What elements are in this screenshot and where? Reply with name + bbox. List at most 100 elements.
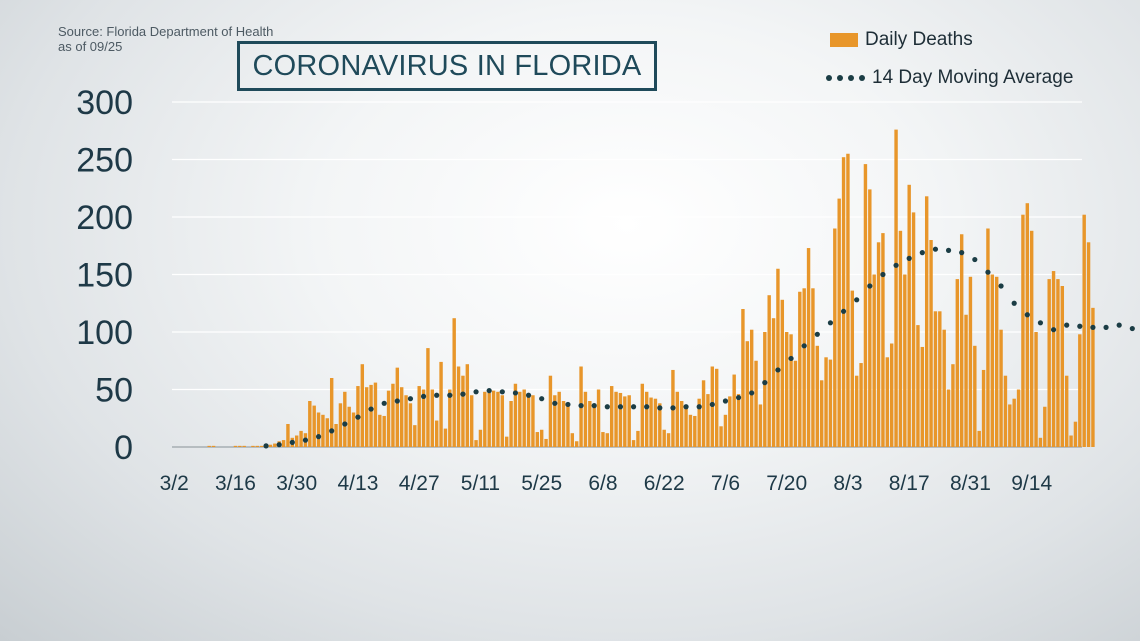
daily-deaths-bar: [754, 360, 758, 447]
daily-deaths-bar: [509, 401, 513, 447]
daily-deaths-bar: [679, 401, 684, 447]
y-tick-label: 100: [76, 314, 133, 352]
daily-deaths-bar: [933, 311, 938, 447]
source-line: Source: Florida Department of Health: [58, 24, 274, 39]
moving-average-point: [893, 262, 899, 268]
daily-deaths-bar: [666, 433, 671, 447]
moving-average-point: [972, 256, 978, 263]
daily-deaths-bar: [938, 311, 942, 447]
daily-deaths-bar: [946, 389, 951, 447]
daily-deaths-bar: [281, 440, 286, 447]
moving-average-point: [801, 343, 807, 349]
daily-deaths-bar: [697, 398, 701, 447]
daily-deaths-bar: [631, 440, 636, 447]
daily-deaths-bar: [399, 387, 404, 447]
daily-deaths-bar: [286, 424, 290, 447]
daily-deaths-bar: [500, 395, 505, 447]
daily-deaths-bar: [675, 391, 680, 447]
x-tick-label: 9/14: [1011, 472, 1052, 495]
x-tick-label: 5/11: [461, 472, 500, 495]
daily-deaths-bar: [1008, 404, 1012, 447]
daily-deaths-bar: [259, 445, 264, 447]
daily-deaths-bar: [360, 364, 365, 447]
moving-average-point: [1077, 323, 1083, 329]
x-tick-label: 8/3: [833, 472, 862, 495]
daily-deaths-bar: [640, 383, 645, 447]
daily-deaths-bar: [850, 290, 855, 447]
moving-average-point: [945, 247, 952, 253]
daily-deaths-bar: [299, 430, 303, 447]
daily-deaths-bar: [701, 380, 706, 447]
daily-deaths-bar: [421, 389, 426, 447]
daily-deaths-bar: [798, 291, 802, 447]
y-tick-label: 0: [114, 429, 133, 467]
daily-deaths-bar: [990, 274, 995, 447]
daily-deaths-bar: [929, 240, 933, 447]
daily-deaths-bar: [1029, 230, 1034, 447]
x-tick-label: 4/13: [338, 472, 379, 495]
daily-deaths-bar: [951, 364, 955, 447]
daily-deaths-bar: [574, 441, 579, 447]
daily-deaths-bar: [1003, 375, 1008, 447]
moving-average-point: [302, 437, 309, 443]
x-tick-label: 5/25: [521, 472, 562, 495]
daily-deaths-bar: [439, 361, 443, 447]
daily-deaths-bar: [714, 368, 719, 447]
daily-deaths-bar: [723, 414, 728, 447]
daily-deaths-bar: [557, 391, 561, 447]
daily-deaths-bar: [728, 396, 732, 447]
daily-deaths-bar: [334, 424, 338, 447]
as-of-date: as of 09/25: [58, 39, 123, 54]
moving-average-point: [486, 388, 492, 394]
daily-deaths-bar: [496, 391, 500, 447]
daily-deaths-bar: [1043, 406, 1047, 447]
daily-deaths-bar: [627, 395, 631, 447]
y-tick-label: 300: [76, 84, 133, 122]
moving-average-point: [381, 400, 387, 406]
moving-average-point: [722, 398, 729, 404]
daily-deaths-bar: [426, 348, 430, 447]
daily-deaths-bar: [854, 375, 859, 447]
moving-average-point: [552, 400, 558, 406]
moving-average-point: [617, 404, 624, 410]
daily-deaths-bar: [242, 445, 246, 447]
daily-deaths-bar: [1047, 279, 1051, 447]
daily-deaths-bar: [736, 394, 741, 447]
x-tick-label: 6/8: [588, 472, 617, 495]
daily-deaths-bar: [614, 391, 618, 447]
daily-deaths-bar: [434, 420, 439, 447]
x-tick-label: 8/31: [950, 472, 991, 495]
daily-deaths-bar: [846, 153, 850, 447]
daily-deaths-bar: [986, 228, 990, 447]
x-tick-label: 3/2: [160, 472, 189, 495]
daily-deaths-bar: [955, 279, 960, 447]
daily-deaths-bar: [465, 364, 470, 447]
daily-deaths-bar: [1082, 214, 1086, 447]
moving-average-point: [827, 320, 834, 326]
daily-deaths-bar: [605, 433, 610, 447]
moving-average-point: [604, 404, 610, 410]
daily-deaths-bar: [644, 391, 649, 447]
moving-average-point: [1037, 320, 1044, 326]
daily-deaths-bar: [343, 391, 347, 447]
x-tick-label: 4/27: [399, 472, 440, 495]
moving-average-point: [709, 401, 715, 408]
daily-deaths-bar: [570, 433, 575, 447]
daily-deaths-bars: [207, 129, 1095, 448]
daily-deaths-bar: [636, 430, 640, 447]
daily-deaths-bar: [653, 398, 658, 447]
legend-dotted-line-swatch: [826, 75, 865, 81]
moving-average-point: [434, 392, 440, 398]
y-tick-label: 150: [76, 257, 133, 295]
daily-deaths-bar: [819, 380, 824, 447]
daily-deaths-bar: [413, 425, 417, 447]
daily-deaths-bar: [592, 405, 596, 447]
moving-average-point: [539, 396, 545, 402]
moving-average-point: [1116, 322, 1122, 328]
daily-deaths-bar: [1073, 421, 1078, 447]
daily-deaths-bar: [539, 429, 544, 447]
moving-average-point: [499, 389, 505, 395]
moving-average-point: [1011, 300, 1017, 306]
y-tick-label: 250: [76, 142, 133, 180]
